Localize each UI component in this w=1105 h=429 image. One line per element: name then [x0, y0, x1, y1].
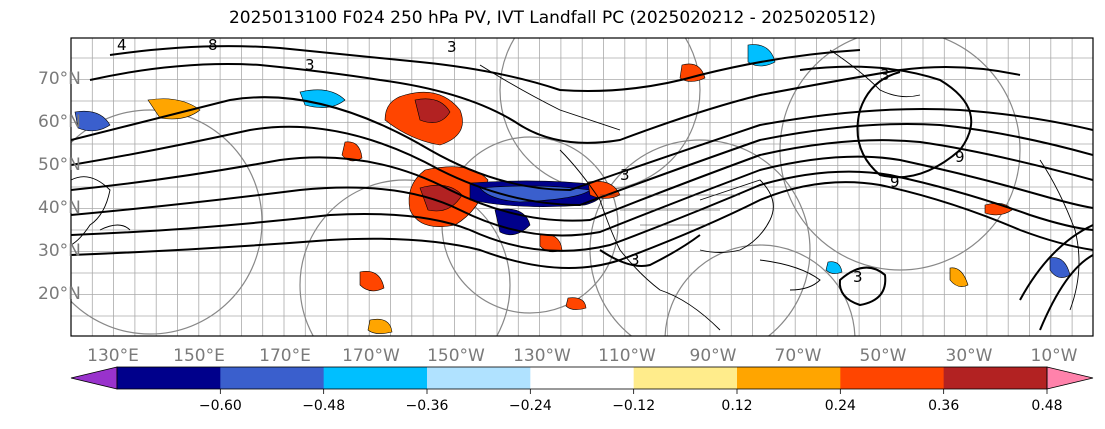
map-panel: 4 8 3 3 3 3 3 9 9 3 [70, 36, 1094, 337]
colorbar-extend-high [1046, 366, 1094, 390]
contour-label: 3 [630, 251, 640, 269]
positive-anomaly-core [414, 98, 451, 123]
colorbar-bin [943, 367, 1048, 389]
lon-label: 130°E [87, 346, 139, 366]
lat-label: 50°N [38, 155, 81, 175]
range-ring [664, 244, 856, 336]
colorbar-bin [117, 367, 221, 389]
coastlines [71, 49, 1080, 331]
colorbar-tick-label: 0.12 [721, 398, 752, 414]
negative-anomaly [74, 111, 111, 132]
colorbar-tick-label: −0.12 [612, 398, 655, 414]
lon-label: 50°W [860, 346, 907, 366]
latitude-labels: 70°N 60°N 50°N 40°N 30°N 20°N [38, 69, 81, 304]
colorbar-bin [427, 367, 531, 389]
colorbar-tick-label: −0.60 [199, 398, 242, 414]
pv-contour [71, 155, 1093, 237]
colorbar: −0.60 −0.48 −0.36 −0.24 −0.12 0.12 0.24 0.36 0.4… [70, 366, 1094, 414]
pv-contour [89, 63, 1021, 144]
lat-label: 70°N [38, 69, 81, 89]
coastline-asia [71, 176, 111, 246]
colorbar-extend-low [70, 366, 118, 390]
lon-label: 170°W [342, 346, 400, 366]
colorbar-bin [220, 367, 325, 389]
colorbar-tick-label: −0.24 [509, 398, 552, 414]
colorbar-tick-label: 0.48 [1031, 398, 1062, 414]
lon-label: 130°W [513, 346, 571, 366]
contour-label: 9 [955, 148, 965, 166]
colorbar-tick-label: −0.36 [406, 398, 449, 414]
colorbar-tick-label: −0.48 [302, 398, 345, 414]
positive-anomaly [565, 297, 587, 310]
contour-label: 8 [208, 36, 218, 54]
contour-labels: 4 8 3 3 3 3 3 9 9 3 [117, 36, 965, 286]
lat-label: 30°N [38, 241, 81, 261]
map-border [70, 37, 1094, 337]
pv-contour [109, 45, 861, 92]
lon-label: 110°W [598, 346, 656, 366]
coastline-east-north-america [699, 179, 774, 253]
contour-label: 3 [620, 166, 630, 184]
pv-contour [71, 96, 1093, 192]
contour-label: 3 [305, 56, 315, 74]
pv-contour [799, 65, 973, 179]
lat-label: 20°N [38, 284, 81, 304]
coastline-west-north-america [559, 149, 721, 331]
colorbar-bin [737, 367, 841, 389]
coastline-europe-africa [1039, 159, 1080, 311]
colorbar-tick-label: 0.24 [825, 398, 856, 414]
state-borders [600, 194, 740, 226]
contour-label: 3 [447, 38, 457, 56]
colorbar-outline [116, 366, 1048, 390]
positive-anomaly [359, 271, 385, 292]
pv-contour [71, 123, 1093, 207]
contour-label: 3 [853, 268, 863, 286]
negative-anomaly [825, 261, 843, 274]
colorbar-bin [530, 367, 635, 389]
lon-label: 10°W [1031, 346, 1078, 366]
colorbar-bin [840, 367, 945, 389]
pv-contour [838, 266, 887, 307]
lon-label: 70°W [775, 346, 822, 366]
range-ring [299, 179, 511, 336]
coastline-greenland [829, 49, 921, 98]
range-ring [589, 139, 811, 336]
pv-contour [1019, 224, 1093, 301]
contour-label: 3 [880, 66, 890, 84]
contour-label: 4 [117, 36, 127, 54]
coastline-caribbean [759, 259, 821, 291]
colorbar-tick-label: 0.36 [928, 398, 959, 414]
longitude-labels: 130°E 150°E 170°E 170°W 150°W 130°W 110°… [87, 346, 1078, 366]
lon-label: 30°W [946, 346, 993, 366]
pv-contour [1039, 254, 1093, 331]
lat-label: 40°N [38, 198, 81, 218]
positive-anomaly [367, 318, 393, 334]
colorbar-bin [633, 367, 738, 389]
contour-label: 9 [890, 173, 900, 191]
shaded-anomalies [74, 44, 1071, 334]
positive-anomaly [147, 98, 201, 120]
positive-anomaly [949, 267, 969, 287]
lon-label: 90°W [690, 346, 737, 366]
lon-label: 150°E [173, 346, 225, 366]
lon-label: 170°E [259, 346, 311, 366]
pv-contour [71, 139, 1093, 222]
pv-contour [71, 170, 1093, 252]
pv-contour [599, 234, 701, 267]
colorbar-bin [323, 367, 428, 389]
pv-contours [71, 45, 1093, 331]
coastline-japan [99, 224, 131, 231]
coastline-alaska [479, 64, 621, 131]
lat-label: 60°N [38, 112, 81, 132]
pv-contour [71, 181, 1093, 269]
lon-label: 150°W [427, 346, 485, 366]
map-title: 2025013100 F024 250 hPa PV, IVT Landfall… [228, 8, 876, 28]
negative-anomaly [299, 89, 346, 108]
